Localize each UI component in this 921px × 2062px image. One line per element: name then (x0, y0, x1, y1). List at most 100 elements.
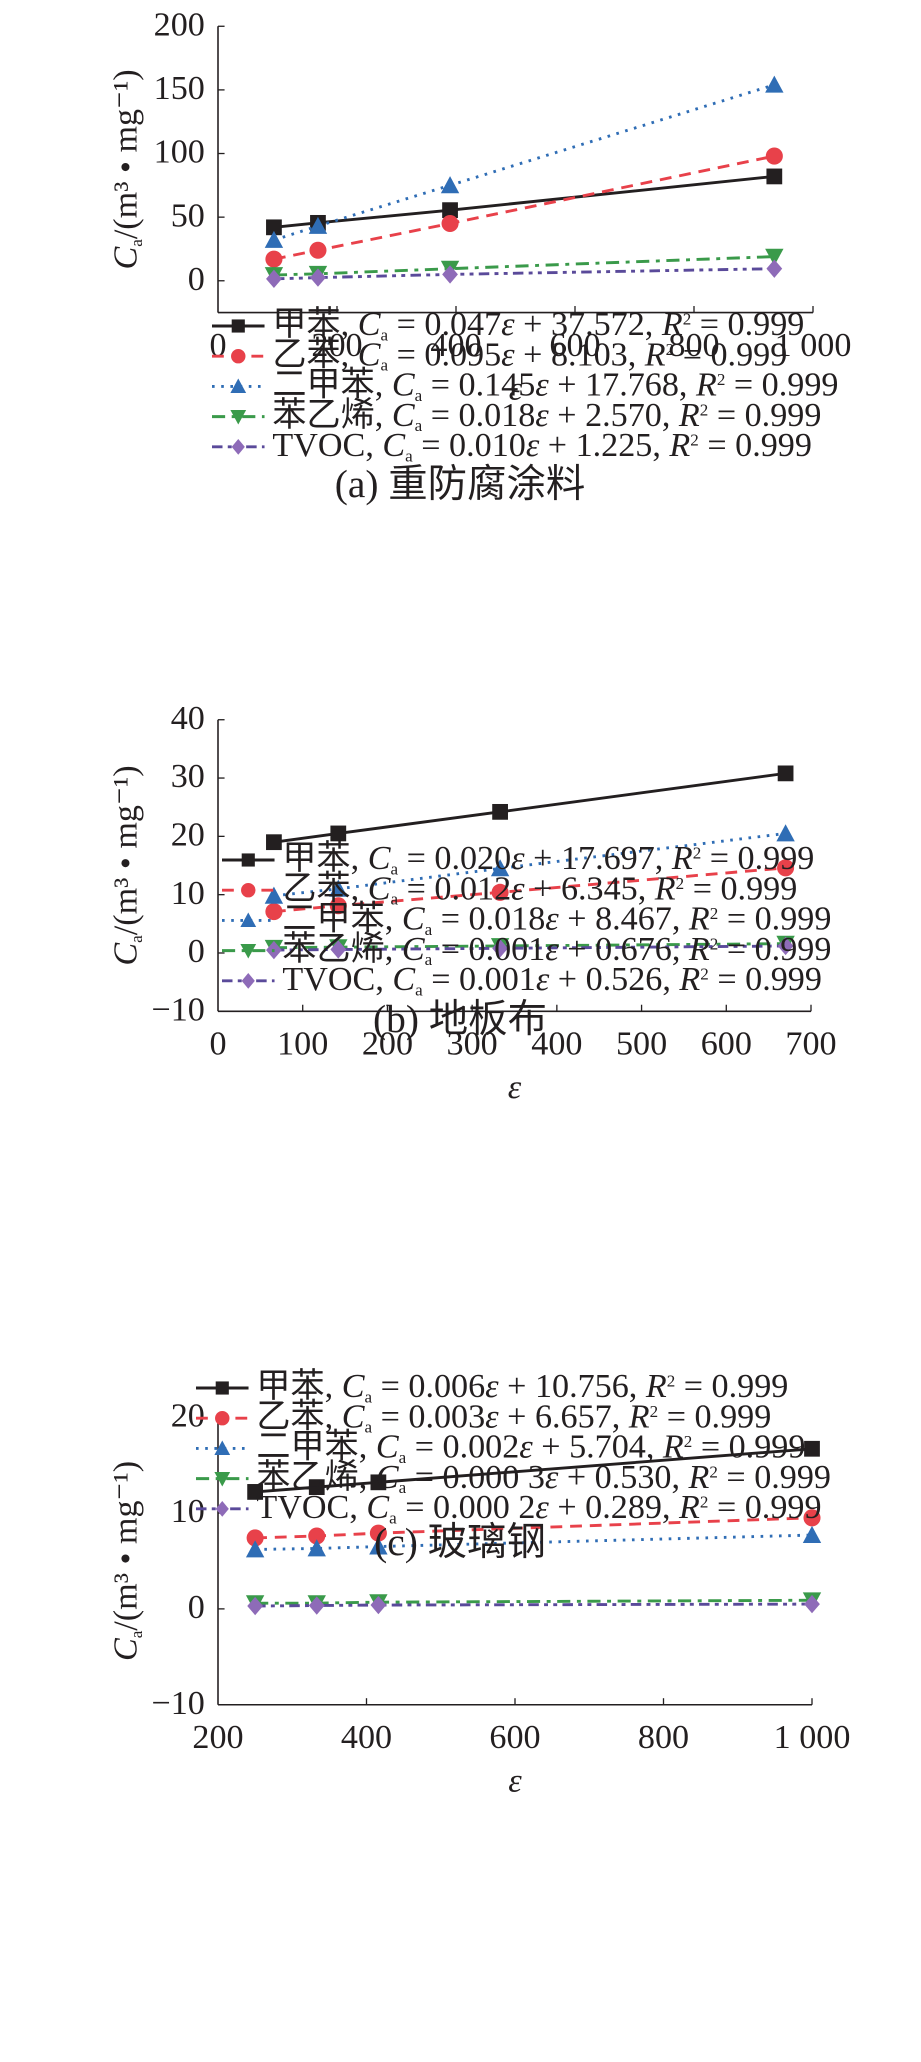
legend-eps: ε (535, 397, 549, 434)
legend-ca: C (402, 901, 426, 938)
legend-sep2: , (672, 931, 689, 968)
series-line-0 (273, 771, 786, 844)
legend-intercept: 10.756 (535, 1368, 629, 1405)
marker-diamond (231, 438, 245, 455)
series-line-3 (255, 1598, 813, 1605)
legend-compound: 苯乙烯 (272, 396, 374, 434)
x-tick-label: 1 000 (774, 1719, 851, 1756)
legend-ca-sub: a (425, 920, 433, 939)
marker-triangle-up (776, 824, 795, 842)
legend-intercept: 6.657 (535, 1398, 612, 1435)
legend-r: R (662, 1429, 684, 1466)
legend-eps: ε (526, 427, 540, 464)
legend-eps: ε (535, 367, 549, 404)
legend-ca: C (376, 1429, 400, 1466)
legend-compound: 乙苯 (282, 869, 350, 907)
marker-circle (441, 214, 459, 233)
legend-r: R (628, 1398, 650, 1435)
legend-ca-sub: a (365, 1387, 373, 1406)
legend-slope: 0.095 (424, 336, 501, 373)
legend-entry: 乙苯, Ca = 0.095ε + 8.103, R2 = 0.999 (272, 335, 787, 374)
legend-plus: + (515, 336, 551, 373)
marker-diamond (370, 1595, 387, 1615)
legend-eq2: = (718, 931, 754, 968)
legend-plus: + (558, 1459, 594, 1496)
legend-eq: = (388, 336, 424, 373)
legend-ca-sub: a (415, 980, 423, 999)
marker-square (241, 853, 255, 867)
legend-r2: 0.999 (754, 1459, 831, 1496)
legend-intercept: 5.704 (569, 1429, 646, 1466)
legend-slope: 0.000 2 (433, 1489, 535, 1526)
legend-slope: 0.003 (408, 1398, 485, 1435)
marker-circle (265, 250, 283, 268)
y-tick-label: −10 (151, 1685, 204, 1722)
legend-ca: C (368, 840, 392, 877)
legend-r: R (678, 961, 700, 998)
legend-r-sup: 2 (717, 370, 726, 389)
legend-r-sup: 2 (700, 1493, 709, 1512)
legend-eq: = (423, 961, 459, 998)
legend-r: R (671, 840, 693, 877)
marker-square (231, 319, 245, 333)
legend-slope: 0.012 (434, 870, 511, 907)
legend-r: R (644, 336, 666, 373)
legend-ca-sub: a (425, 950, 433, 969)
legend-eps: ε (485, 1368, 499, 1405)
legend-ca-sub: a (381, 325, 389, 344)
y-title-main: C (108, 1637, 145, 1661)
y-title-sub: a (127, 239, 146, 247)
y-tick-label: 0 (188, 261, 205, 298)
legend-eps: ε (511, 840, 525, 877)
marker-diamond (777, 936, 794, 956)
legend-eps: ε (519, 1429, 533, 1466)
legend-slope: 0.000 3 (443, 1459, 545, 1496)
marker-circle (491, 883, 509, 901)
marker-circle (215, 1410, 230, 1426)
marker-circle (231, 348, 246, 364)
marker-triangle-up (240, 912, 257, 927)
marker-triangle-down (230, 410, 247, 425)
legend-eq2: = (674, 336, 710, 373)
legend-intercept: 0.289 (585, 1489, 662, 1526)
legend-sep2: , (612, 1398, 629, 1435)
legend-plus: + (515, 306, 551, 343)
legend-plus: + (533, 1429, 569, 1466)
series-line-3 (273, 255, 775, 277)
legend-sep: , (349, 1489, 366, 1526)
legend-intercept: 17.697 (561, 840, 655, 877)
legend-sep2: , (655, 840, 672, 877)
legend-eq2: = (725, 367, 761, 404)
legend-r-sup: 2 (666, 340, 675, 359)
legend-compound: 二甲苯 (272, 366, 374, 404)
legend-compound: TVOC (272, 427, 365, 464)
legend-plus: + (499, 1368, 535, 1405)
legend-sep2: , (672, 901, 689, 938)
legend-intercept: 1.225 (576, 427, 653, 464)
legend-entry: 乙苯, Ca = 0.012ε + 6.345, R2 = 0.999 (282, 869, 797, 908)
marker-diamond (247, 1596, 264, 1616)
y-tick-label: 20 (171, 817, 205, 854)
series-line-0 (255, 1447, 813, 1494)
marker-circle (265, 903, 283, 921)
y-tick-label: 0 (188, 1589, 205, 1626)
x-tick-label: 400 (430, 327, 481, 364)
legend-r-sup: 2 (710, 934, 719, 953)
legend-slope: 0.020 (434, 840, 511, 877)
legend-eq2: = (718, 1459, 754, 1496)
legend-r: R (678, 1489, 700, 1526)
x-tick-label: 0 (209, 1026, 226, 1063)
legend-sep: , (325, 1368, 342, 1405)
legend-ca: C (382, 427, 406, 464)
legend-intercept: 0.530 (595, 1459, 672, 1496)
y-tick-label: 100 (154, 134, 205, 171)
legend-sep2: , (638, 870, 655, 907)
legend-compound: 二甲苯 (282, 900, 384, 938)
legend-entry: 甲苯, Ca = 0.020ε + 17.697, R2 = 0.999 (282, 839, 814, 878)
legend-ca-sub: a (365, 1418, 373, 1437)
legend-sep2: , (652, 427, 669, 464)
x-tick-label: 100 (277, 1026, 328, 1063)
legend-r2: 0.999 (728, 306, 805, 343)
y-tick-label: 50 (171, 197, 205, 234)
